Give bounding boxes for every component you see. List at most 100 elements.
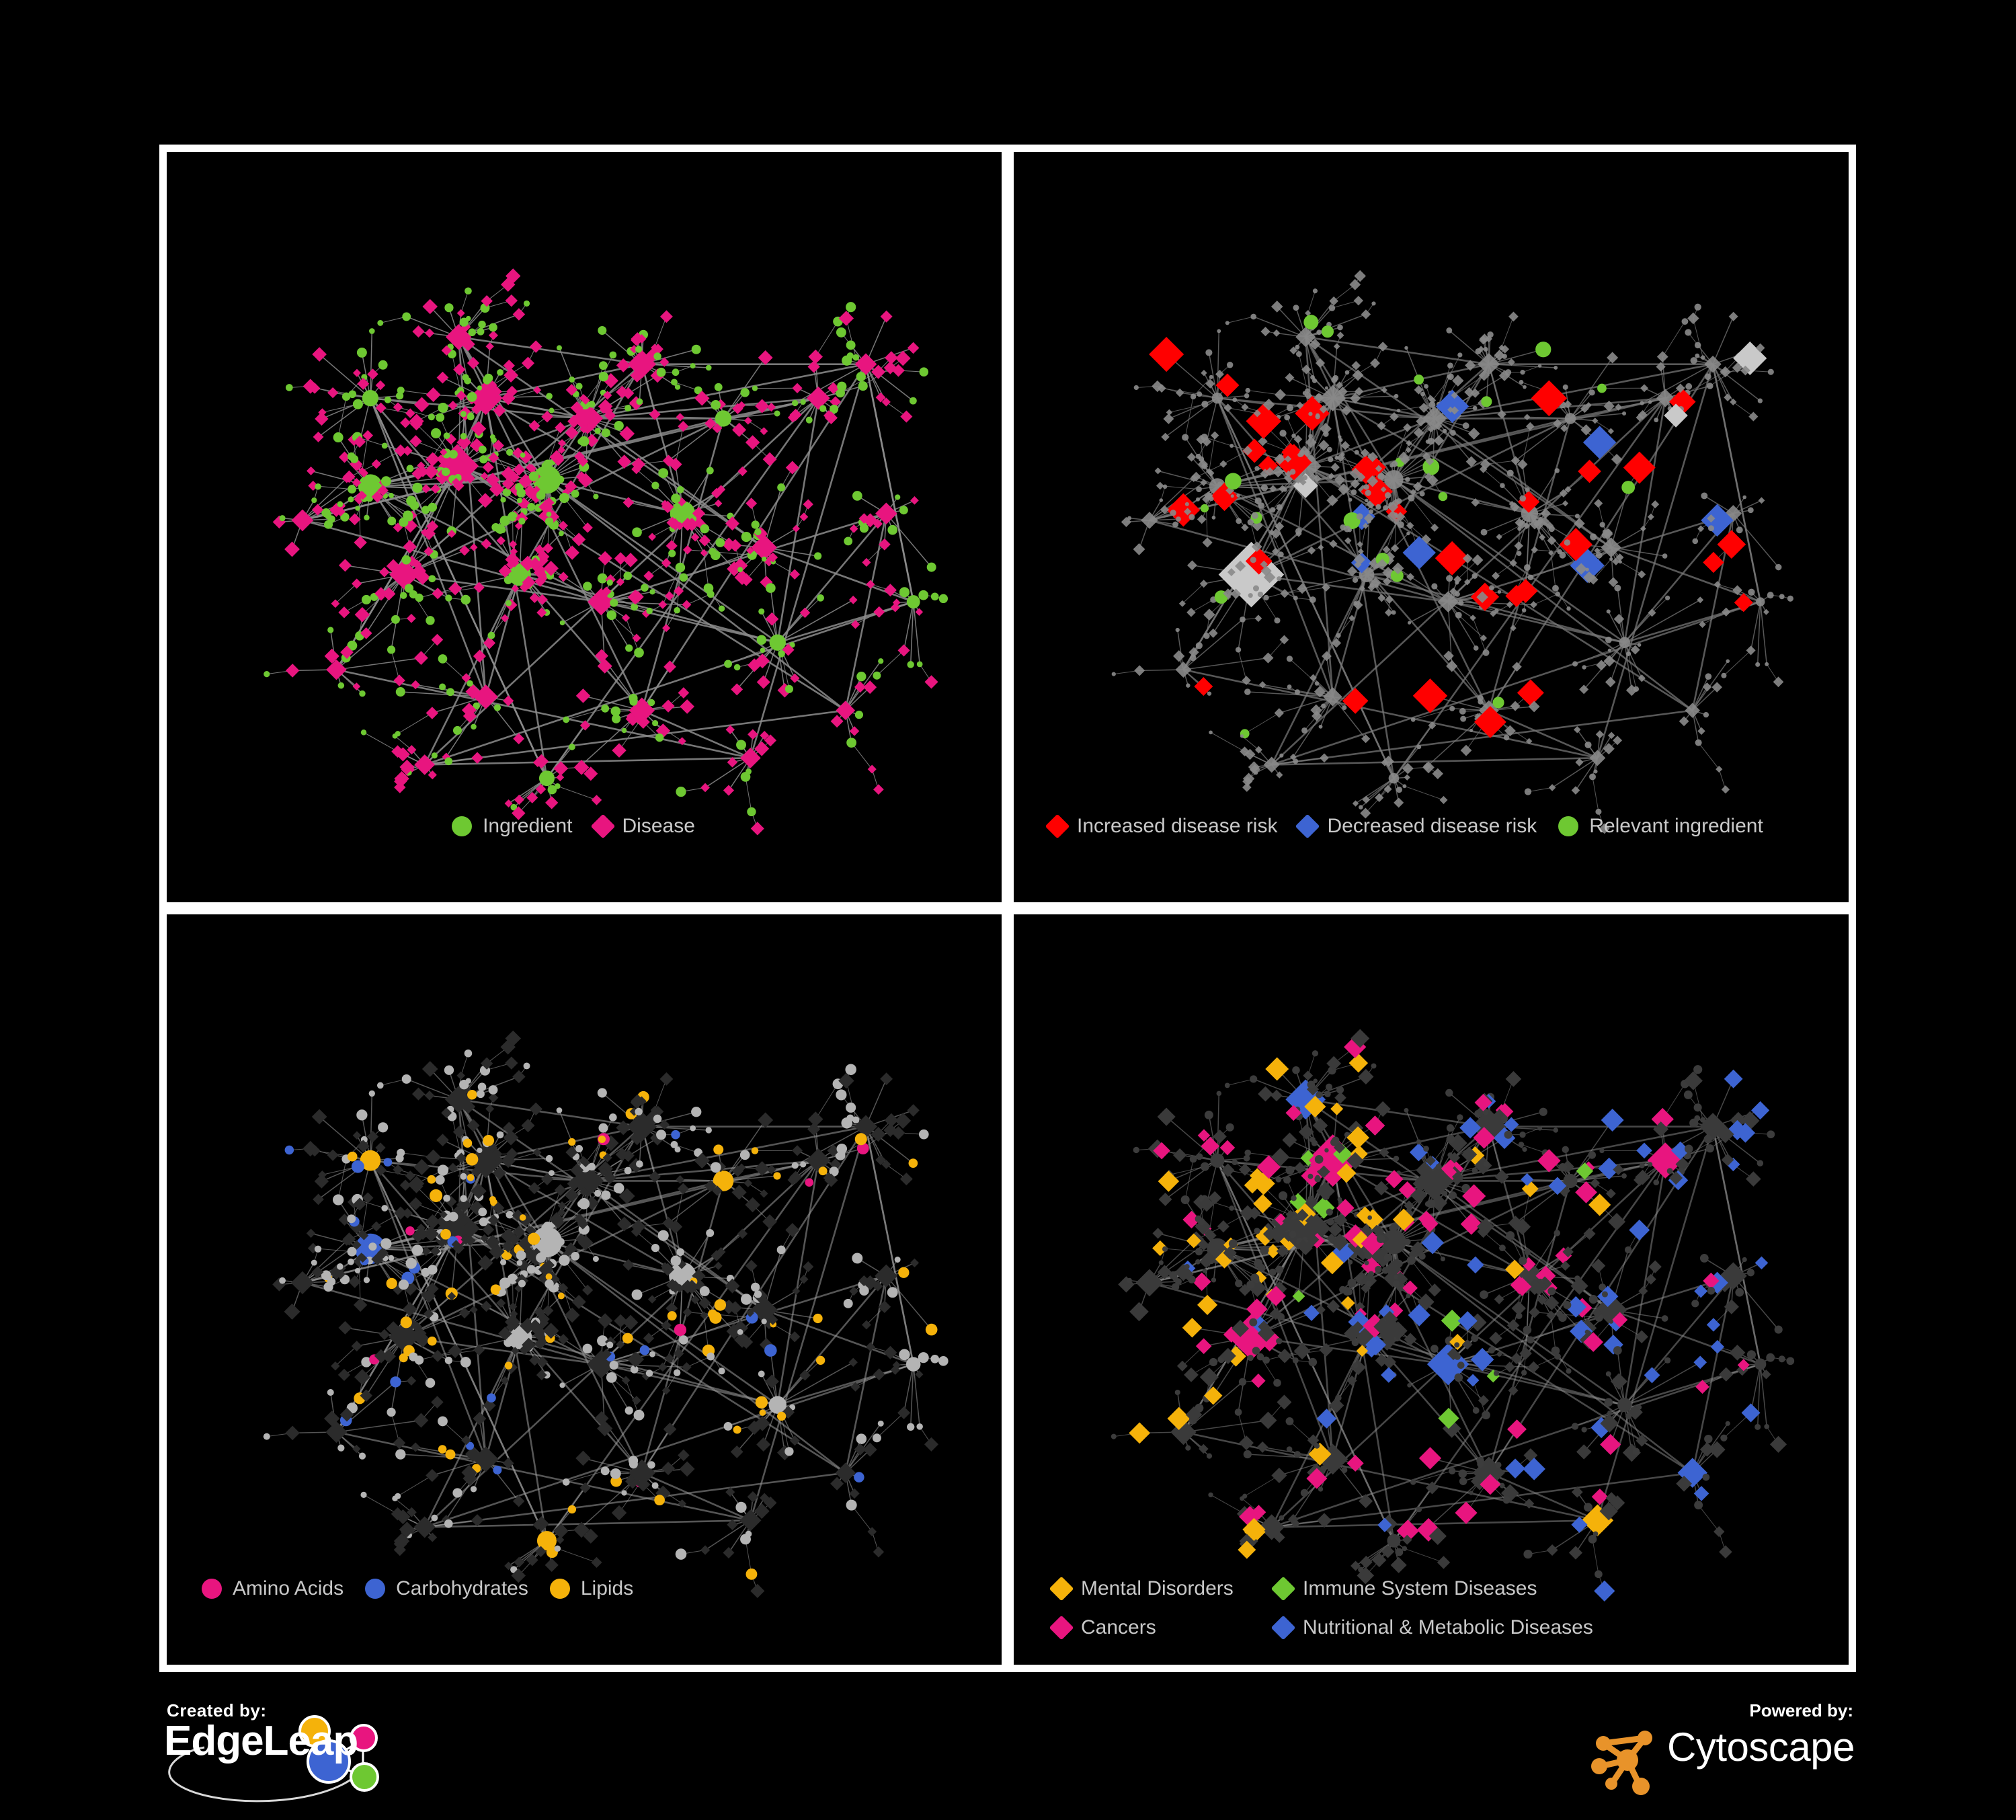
network-node-circle[interactable] xyxy=(1557,549,1562,555)
network-node-circle[interactable] xyxy=(1392,461,1398,467)
network-node-diamond[interactable] xyxy=(875,1264,898,1288)
network-node-diamond[interactable] xyxy=(536,594,548,605)
network-node-circle[interactable] xyxy=(671,379,678,386)
network-node-circle[interactable] xyxy=(1548,525,1555,532)
network-node-circle[interactable] xyxy=(631,603,639,611)
network-node-diamond[interactable] xyxy=(899,1173,913,1186)
network-node-circle[interactable] xyxy=(859,1285,869,1296)
network-node-circle[interactable] xyxy=(1405,477,1410,482)
network-node-diamond[interactable] xyxy=(1578,459,1601,483)
network-node-diamond[interactable] xyxy=(448,1162,458,1173)
network-node-diamond[interactable] xyxy=(875,502,897,525)
network-node-circle[interactable] xyxy=(714,1299,727,1311)
network-node-diamond[interactable] xyxy=(739,573,753,586)
network-node-diamond[interactable] xyxy=(1517,519,1527,529)
network-node-circle[interactable] xyxy=(710,1162,721,1173)
network-node-circle[interactable] xyxy=(755,1396,768,1409)
network-node-circle[interactable] xyxy=(1225,321,1229,325)
network-node-diamond[interactable] xyxy=(1383,577,1392,586)
network-node-diamond[interactable] xyxy=(540,1173,554,1185)
network-node-circle[interactable] xyxy=(1690,357,1697,364)
network-node-circle[interactable] xyxy=(347,640,358,651)
network-node-diamond[interactable] xyxy=(572,532,586,547)
network-node-diamond[interactable] xyxy=(377,1247,389,1259)
network-node-circle[interactable] xyxy=(610,598,618,607)
network-node-circle[interactable] xyxy=(347,1247,357,1257)
network-node-circle[interactable] xyxy=(444,1356,452,1365)
network-node-diamond[interactable] xyxy=(1242,783,1252,792)
network-node-diamond[interactable] xyxy=(622,1259,635,1271)
network-node-circle[interactable] xyxy=(907,1423,915,1431)
network-node-circle[interactable] xyxy=(1188,514,1195,520)
network-node-circle[interactable] xyxy=(854,1133,867,1146)
network-node-circle[interactable] xyxy=(477,327,485,335)
network-node-diamond[interactable] xyxy=(725,725,735,734)
network-node-diamond[interactable] xyxy=(528,420,540,432)
network-node-circle[interactable] xyxy=(1278,551,1284,557)
network-node-circle[interactable] xyxy=(1506,469,1514,477)
network-node-diamond[interactable] xyxy=(727,561,742,577)
network-node-diamond[interactable] xyxy=(481,539,492,549)
network-node-circle[interactable] xyxy=(856,1142,869,1155)
network-node-circle[interactable] xyxy=(1211,516,1216,520)
network-node-circle[interactable] xyxy=(918,590,929,600)
network-node-circle[interactable] xyxy=(315,483,321,490)
network-node-circle[interactable] xyxy=(622,1333,633,1344)
network-node-circle[interactable] xyxy=(752,385,758,391)
network-node-circle[interactable] xyxy=(285,384,293,391)
network-node-circle[interactable] xyxy=(425,1378,436,1388)
network-node-diamond[interactable] xyxy=(354,606,370,623)
network-node-diamond[interactable] xyxy=(756,675,770,689)
network-node-diamond[interactable] xyxy=(1262,652,1274,664)
network-node-circle[interactable] xyxy=(1375,504,1381,510)
network-node-circle[interactable] xyxy=(491,523,500,532)
network-node-diamond[interactable] xyxy=(403,1302,417,1316)
network-node-circle[interactable] xyxy=(635,346,643,353)
network-node-diamond[interactable] xyxy=(760,730,770,740)
network-node-circle[interactable] xyxy=(1527,574,1534,581)
network-node-diamond[interactable] xyxy=(617,454,632,469)
network-node-diamond[interactable] xyxy=(473,649,487,663)
network-node-circle[interactable] xyxy=(558,530,564,537)
network-node-circle[interactable] xyxy=(1394,393,1399,399)
network-node-circle[interactable] xyxy=(594,428,601,434)
network-node-circle[interactable] xyxy=(1597,383,1607,393)
network-node-circle[interactable] xyxy=(412,482,423,493)
network-node-diamond[interactable] xyxy=(1406,440,1412,446)
network-node-circle[interactable] xyxy=(340,512,350,522)
network-node-diamond[interactable] xyxy=(409,435,422,448)
network-node-circle[interactable] xyxy=(1302,475,1308,481)
network-node-circle[interactable] xyxy=(1252,585,1260,592)
network-node-diamond[interactable] xyxy=(1478,346,1485,353)
network-node-circle[interactable] xyxy=(1402,784,1407,789)
network-node-diamond[interactable] xyxy=(285,664,300,678)
network-node-diamond[interactable] xyxy=(312,347,327,362)
panel-ingredient-disease[interactable]: Ingredient Disease xyxy=(167,152,1002,902)
network-node-circle[interactable] xyxy=(905,1357,921,1372)
network-node-circle[interactable] xyxy=(428,502,438,512)
network-node-circle[interactable] xyxy=(1614,584,1621,592)
network-node-diamond[interactable] xyxy=(1651,500,1660,509)
network-node-circle[interactable] xyxy=(621,1490,627,1496)
network-node-circle[interactable] xyxy=(1293,758,1299,764)
network-node-diamond[interactable] xyxy=(428,770,437,780)
network-node-circle[interactable] xyxy=(1175,627,1180,633)
network-node-diamond[interactable] xyxy=(1353,295,1363,306)
network-node-circle[interactable] xyxy=(358,1452,366,1460)
network-node-diamond[interactable] xyxy=(1344,537,1352,545)
network-node-diamond[interactable] xyxy=(614,1314,628,1328)
network-node-circle[interactable] xyxy=(404,584,414,593)
network-node-diamond[interactable] xyxy=(1595,730,1605,739)
network-node-circle[interactable] xyxy=(1393,518,1400,524)
network-node-diamond[interactable] xyxy=(754,741,770,756)
network-node-diamond[interactable] xyxy=(785,461,799,475)
network-node-circle[interactable] xyxy=(654,1495,665,1505)
network-node-circle[interactable] xyxy=(606,579,613,586)
network-node-diamond[interactable] xyxy=(352,368,361,377)
network-node-circle[interactable] xyxy=(516,1250,526,1261)
network-node-diamond[interactable] xyxy=(895,1113,912,1129)
network-node-circle[interactable] xyxy=(908,1158,918,1168)
network-node-diamond[interactable] xyxy=(1133,543,1145,555)
network-node-circle[interactable] xyxy=(655,733,664,742)
network-node-circle[interactable] xyxy=(1203,633,1210,639)
